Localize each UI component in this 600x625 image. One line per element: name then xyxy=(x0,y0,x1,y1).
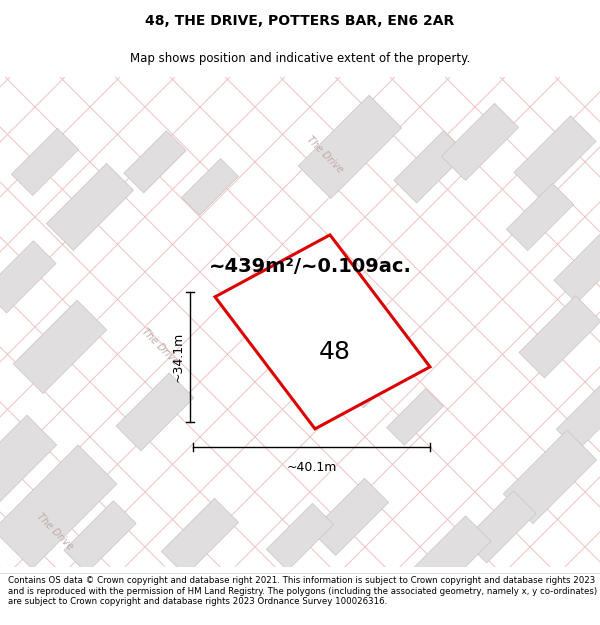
Polygon shape xyxy=(464,491,536,563)
Text: 48, THE DRIVE, POTTERS BAR, EN6 2AR: 48, THE DRIVE, POTTERS BAR, EN6 2AR xyxy=(145,14,455,28)
Text: ~34.1m: ~34.1m xyxy=(172,332,185,382)
Polygon shape xyxy=(47,163,133,251)
Polygon shape xyxy=(506,183,574,251)
Polygon shape xyxy=(554,231,600,303)
Polygon shape xyxy=(13,300,107,394)
Polygon shape xyxy=(64,501,136,573)
Polygon shape xyxy=(0,241,56,313)
Polygon shape xyxy=(514,116,596,198)
Text: The Drive: The Drive xyxy=(140,327,180,367)
Polygon shape xyxy=(387,389,443,445)
Polygon shape xyxy=(0,445,117,569)
Polygon shape xyxy=(311,478,389,556)
Polygon shape xyxy=(116,373,194,451)
Text: The Drive: The Drive xyxy=(305,134,345,175)
Polygon shape xyxy=(394,131,466,203)
Text: Map shows position and indicative extent of the property.: Map shows position and indicative extent… xyxy=(130,52,470,65)
Polygon shape xyxy=(11,128,79,196)
Polygon shape xyxy=(344,346,406,408)
Polygon shape xyxy=(124,131,186,193)
Text: Contains OS data © Crown copyright and database right 2021. This information is : Contains OS data © Crown copyright and d… xyxy=(8,576,597,606)
Text: 48: 48 xyxy=(319,340,351,364)
Text: ~439m²/~0.109ac.: ~439m²/~0.109ac. xyxy=(209,258,412,276)
Polygon shape xyxy=(519,296,600,378)
Polygon shape xyxy=(409,516,491,598)
Polygon shape xyxy=(442,103,518,181)
Text: ~40.1m: ~40.1m xyxy=(286,461,337,474)
Polygon shape xyxy=(215,235,430,429)
Polygon shape xyxy=(298,95,401,199)
Text: The Drive: The Drive xyxy=(35,512,75,552)
Polygon shape xyxy=(161,498,239,576)
Polygon shape xyxy=(556,383,600,451)
Polygon shape xyxy=(503,430,596,524)
Polygon shape xyxy=(182,159,238,215)
Polygon shape xyxy=(0,415,56,509)
Polygon shape xyxy=(266,503,334,571)
